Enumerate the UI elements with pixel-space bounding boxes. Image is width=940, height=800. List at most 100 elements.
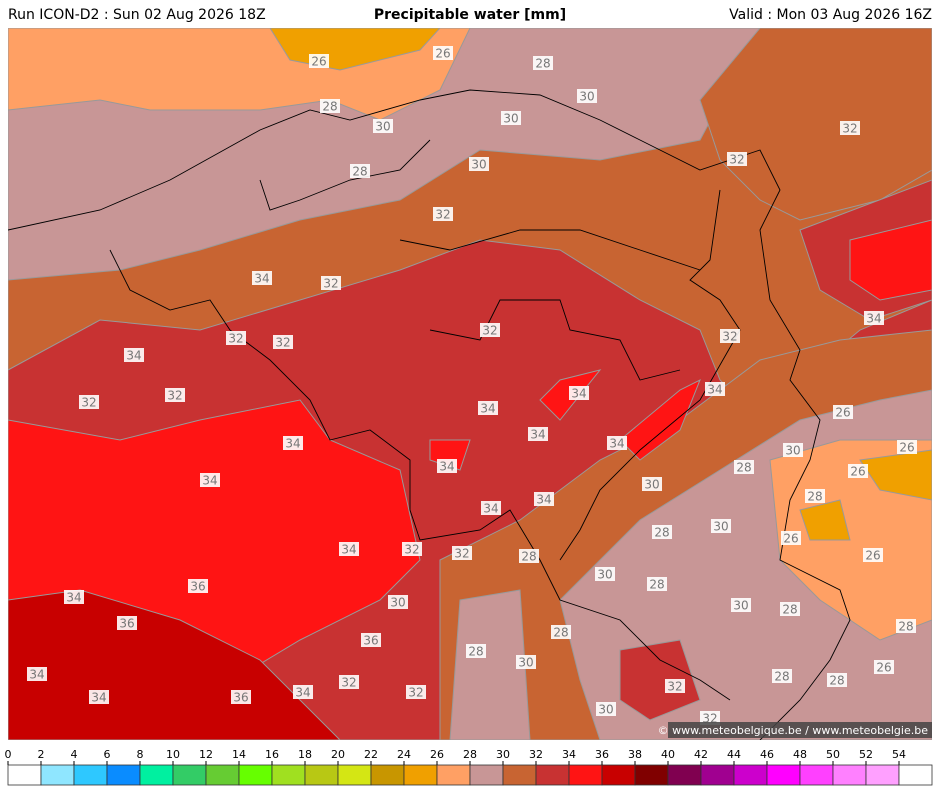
contour-label-box xyxy=(805,489,825,503)
contour-label: 34 xyxy=(91,691,106,705)
contour-label-box xyxy=(124,348,144,362)
colorbar-swatch xyxy=(304,764,339,786)
colorbar-swatch xyxy=(370,764,405,786)
contour-label-box xyxy=(64,590,84,604)
contour-label: 34 xyxy=(530,428,545,442)
contour-label-box xyxy=(577,89,597,103)
contour-label: 30 xyxy=(598,703,613,717)
contour-label: 36 xyxy=(363,634,378,648)
contour-label: 28 xyxy=(352,165,367,179)
field xyxy=(849,219,932,301)
contour-label: 30 xyxy=(375,120,390,134)
contour-label-box xyxy=(711,519,731,533)
contour-label-box xyxy=(833,405,853,419)
colorbar-tick-label: 34 xyxy=(562,748,576,761)
colorbar-tick-label: 10 xyxy=(166,748,180,761)
contour-label: 32 xyxy=(722,330,737,344)
contour-label-box xyxy=(874,660,894,674)
contour-label: 32 xyxy=(454,547,469,561)
contour-label-box xyxy=(652,525,672,539)
colorbar-swatch xyxy=(7,764,42,786)
contour-label: 28 xyxy=(736,461,751,475)
contour-label-box xyxy=(339,542,359,556)
valid-label: Valid : Mon 03 Aug 2026 16Z xyxy=(729,7,932,23)
contour-label-box xyxy=(595,567,615,581)
contour-label-box xyxy=(705,382,725,396)
contour-label-box xyxy=(607,436,627,450)
colorbar-swatch xyxy=(271,764,306,786)
contour-label: 28 xyxy=(553,626,568,640)
contour-label: 26 xyxy=(835,406,850,420)
colorbar-tick-label: 24 xyxy=(397,748,411,761)
contour-label-box xyxy=(231,690,251,704)
contour-label-box xyxy=(283,436,303,450)
colorbar: 0 2 4 6 8 10 12 14 16 18 20 22 24 26 28 30 32 34 36 38 40 42 4… xyxy=(5,748,933,786)
contour-label: 26 xyxy=(899,441,914,455)
colorbar-tick-label: 8 xyxy=(137,748,144,761)
contour-label-box xyxy=(117,616,137,630)
borders xyxy=(8,89,851,740)
contour-label: 28 xyxy=(782,603,797,617)
contour-label: 30 xyxy=(518,656,533,670)
contour-label-box xyxy=(731,598,751,612)
contour-label-box xyxy=(727,152,747,166)
contour-label-box xyxy=(501,111,521,125)
colorbar-tick-label: 22 xyxy=(364,748,378,761)
contour-labels: 26 26 28 30 28 30 30 32 30 28 32 32 34 32 32 32 32 32 34 34… xyxy=(27,46,917,726)
colorbar-tick-label: 16 xyxy=(265,748,279,761)
contour-label-box xyxy=(480,323,500,337)
contour-label-box xyxy=(252,271,272,285)
contour-label: 30 xyxy=(644,478,659,492)
colorbar-swatch xyxy=(667,764,702,786)
contour-label-box xyxy=(361,633,381,647)
contour-label-box xyxy=(863,548,883,562)
contour-label: 28 xyxy=(829,674,844,688)
contour-label: 28 xyxy=(322,100,337,114)
contour-label: 30 xyxy=(713,520,728,534)
contour-label: 30 xyxy=(579,90,594,104)
contour-label-box xyxy=(79,395,99,409)
colorbar-tick-label: 18 xyxy=(298,748,312,761)
colorbar-tick-label: 32 xyxy=(529,748,543,761)
contour-label: 36 xyxy=(190,580,205,594)
contour-label: 36 xyxy=(233,691,248,705)
contour-label-box xyxy=(481,501,501,515)
contour-label: 32 xyxy=(667,680,682,694)
colorbar-tick-label: 4 xyxy=(71,748,78,761)
contour-label-box xyxy=(466,644,486,658)
contour-label-box xyxy=(452,546,472,560)
run-label: Run ICON-D2 : Sun 02 Aug 2026 18Z xyxy=(8,7,266,23)
colorbar-tick-label: 44 xyxy=(727,748,741,761)
colorbar-swatch xyxy=(502,764,537,786)
colorbar-tick-label: 28 xyxy=(463,748,477,761)
contour-label: 32 xyxy=(81,396,96,410)
contour-label: 30 xyxy=(503,112,518,126)
contour-label: 30 xyxy=(785,444,800,458)
colorbar-swatch xyxy=(535,764,570,786)
contour-label: 34 xyxy=(29,668,44,682)
contour-label-box xyxy=(783,443,803,457)
copyright: © www.meteobelgique.be / www.meteobelgie… xyxy=(658,724,929,737)
contour-label: 34 xyxy=(254,272,269,286)
contour-label-box xyxy=(780,602,800,616)
contour-label: 34 xyxy=(285,437,300,451)
contour-label-box xyxy=(533,56,553,70)
contour-label: 30 xyxy=(471,158,486,172)
field xyxy=(699,28,932,221)
colorbar-tick-label: 20 xyxy=(331,748,345,761)
contour-label-box xyxy=(700,711,720,725)
contour-label: 32 xyxy=(167,389,182,403)
colorbar-swatch xyxy=(469,764,504,786)
contour-label: 28 xyxy=(807,490,822,504)
contour-label-box xyxy=(437,459,457,473)
contour-label-box xyxy=(165,388,185,402)
contour-label-box xyxy=(469,157,489,171)
contour-label: 34 xyxy=(707,383,722,397)
field xyxy=(449,589,531,740)
contour-label-box xyxy=(896,619,916,633)
colorbar-tick-label: 26 xyxy=(430,748,444,761)
contour-label-box xyxy=(309,54,329,68)
colorbar-tick-label: 38 xyxy=(628,748,642,761)
contour-label-box xyxy=(350,164,370,178)
